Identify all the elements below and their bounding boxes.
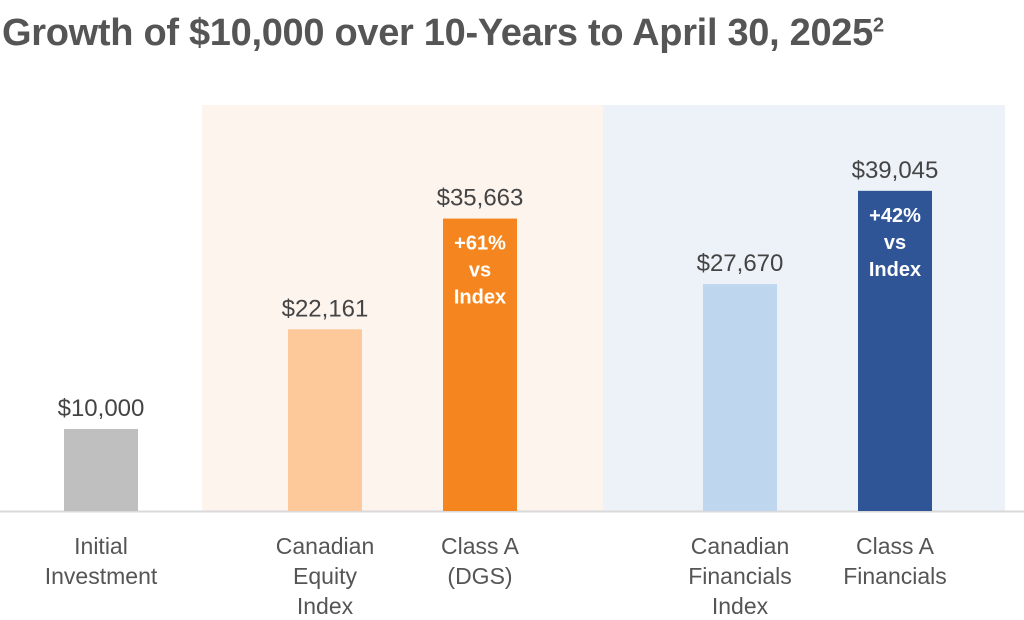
bar-annotation-5-line-3: Index [869, 259, 921, 281]
group-background-2 [603, 105, 1005, 511]
category-label-1-line-2: Investment [45, 563, 158, 589]
bar-5 [858, 190, 932, 511]
group-background-1 [202, 105, 603, 511]
category-label-4-line-2: Financials [688, 563, 792, 589]
value-label-4: $27,670 [697, 250, 784, 277]
title-footnote-marker: 2 [872, 14, 884, 37]
category-label-4-line-3: Index [712, 593, 769, 619]
category-label-3-line-2: (DGS) [447, 563, 512, 589]
category-label-4-line-1: Canadian [691, 533, 789, 559]
bar-annotation-5-line-1: +42% [869, 205, 921, 227]
bar-1 [64, 429, 138, 511]
value-label-2: $22,161 [282, 295, 369, 322]
category-label-3-line-1: Class A [441, 533, 520, 559]
value-label-1: $10,000 [58, 395, 145, 422]
chart-title: Growth of $10,000 over 10-Years to April… [2, 12, 884, 54]
bar-annotation-3-line-2: vs [469, 260, 491, 282]
category-label-1-line-1: Initial [74, 533, 128, 559]
category-label-2-line-3: Index [297, 593, 354, 619]
bar-annotation-3-line-1: +61% [454, 233, 506, 255]
bar-3 [443, 218, 517, 511]
bar-annotation-3-line-3: Index [454, 287, 506, 309]
bar-4 [703, 284, 777, 511]
value-label-5: $39,045 [852, 157, 939, 184]
value-label-3: $35,663 [437, 185, 524, 212]
category-label-2-line-2: Equity [293, 563, 357, 589]
bar-annotation-5-line-2: vs [884, 232, 906, 254]
category-label-5-line-1: Class A [856, 533, 935, 559]
category-label-5-line-2: Financials [843, 563, 947, 589]
category-label-2-line-1: Canadian [276, 533, 374, 559]
bar-2 [288, 329, 362, 511]
